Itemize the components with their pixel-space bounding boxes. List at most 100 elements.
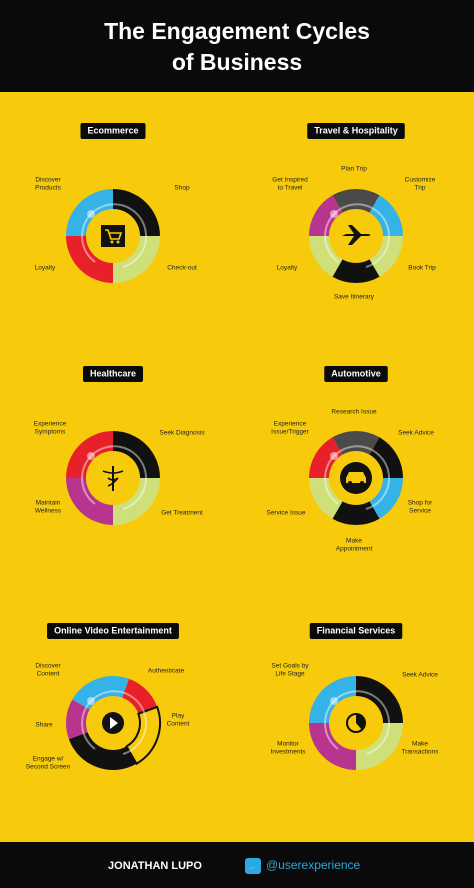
step-label: Save Itinerary (334, 294, 375, 301)
cycle-arrow (324, 203, 391, 268)
step-label: Investments (270, 749, 306, 756)
handle: @userexperience (266, 858, 361, 872)
cycle-label-pill (47, 623, 179, 639)
icon (116, 240, 120, 244)
step-label: Research Issue (331, 409, 377, 416)
ring-segment (332, 259, 380, 283)
step-label: Plan Trip (341, 166, 367, 173)
step-label: Engage w/ (33, 756, 64, 763)
ring-segment (309, 723, 356, 770)
cycle-arrow (324, 690, 391, 755)
icon (342, 225, 371, 245)
step-label: Share (35, 722, 53, 729)
ring-segment (369, 478, 403, 519)
ring-segment (72, 676, 130, 710)
cycle-arrow (81, 203, 148, 268)
ring-segment (66, 478, 113, 525)
cycle-label: Healthcare (90, 368, 136, 378)
ring-segment (356, 723, 403, 770)
ring-segment (309, 478, 343, 519)
step-label: Loyalty (35, 265, 56, 272)
ring-segment (122, 678, 158, 714)
icon (110, 240, 114, 244)
cycle-arrow (81, 445, 148, 510)
step-label: Seek Advice (398, 430, 434, 437)
ring-segment (309, 437, 343, 478)
step-label: Second Screen (26, 764, 71, 771)
step-label: Issue/Trigger (271, 429, 310, 436)
step-label: Get Inspired (272, 177, 308, 184)
step-label: Get Treatment (161, 510, 203, 517)
title-line: The Engagement Cycles (104, 18, 370, 44)
icon (110, 717, 118, 729)
icon (360, 481, 364, 485)
cycle-label: Ecommerce (87, 125, 138, 135)
author: JONATHAN LUPO (108, 860, 202, 872)
icon (356, 713, 366, 730)
step-label: Content (37, 671, 60, 678)
ring-segment (332, 431, 380, 455)
step-label: Experience (274, 421, 307, 428)
cycle-dot (87, 210, 95, 218)
step-label: Set Goals by (271, 663, 309, 670)
step-label: Transactions (402, 749, 440, 756)
step-label: Check-out (167, 265, 197, 272)
ring-segment (332, 501, 380, 525)
step-label: Service (409, 508, 431, 515)
step-label: Maintain (36, 500, 61, 507)
step-label: Play (172, 713, 185, 720)
ring-segment (309, 195, 343, 236)
cycle: Online Video EntertainmentDiscoverConten… (26, 623, 190, 771)
ring-segment (68, 732, 137, 770)
ring-segment (113, 236, 160, 283)
step-label: Seek Diagnosis (159, 430, 205, 437)
cycle-label-pill (324, 366, 388, 382)
step-label: Discover (35, 663, 61, 670)
cycle-label: Online Video Entertainment (54, 625, 172, 635)
icon-bg (101, 225, 125, 247)
cycle-dot (87, 697, 95, 705)
ring-segment (369, 195, 403, 236)
ring-segment (356, 676, 403, 723)
cycle-label-pill (307, 123, 405, 139)
cycle-arrow (324, 445, 391, 510)
twitter-icon (245, 858, 261, 874)
step-label: Discover (35, 177, 61, 184)
cycle-dot (330, 697, 338, 705)
cycle-label: Automotive (331, 368, 381, 378)
step-label: Content (167, 721, 190, 728)
step-label: Seek Advice (402, 672, 438, 679)
header-band (0, 0, 474, 92)
icon (102, 470, 124, 487)
ring-segment (113, 431, 160, 478)
cycle-dot (330, 210, 338, 218)
title-line: of Business (172, 49, 302, 75)
step-label: Shop for (408, 500, 433, 507)
icon (105, 229, 123, 240)
cycle-label-pill (309, 623, 403, 639)
cycle-label-pill (82, 366, 144, 382)
cycle-label: Travel & Hospitality (314, 125, 398, 135)
step-label: Book Trip (408, 265, 436, 272)
ring-segment (66, 236, 113, 283)
ring-segment (369, 236, 403, 277)
step-label: Make (346, 538, 362, 545)
step-label: Symptoms (35, 429, 66, 436)
ring-segment (369, 437, 403, 478)
footer-band (0, 842, 474, 888)
ring-segment (309, 236, 343, 277)
ring-segment (125, 705, 161, 766)
step-label: Service Issue (266, 510, 305, 517)
ring-segment (113, 189, 160, 236)
cycle-dot (330, 452, 338, 460)
cycle-label: Financial Services (317, 625, 396, 635)
icon (346, 472, 366, 483)
ring-segment (332, 188, 380, 213)
step-label: Trip (415, 185, 426, 192)
